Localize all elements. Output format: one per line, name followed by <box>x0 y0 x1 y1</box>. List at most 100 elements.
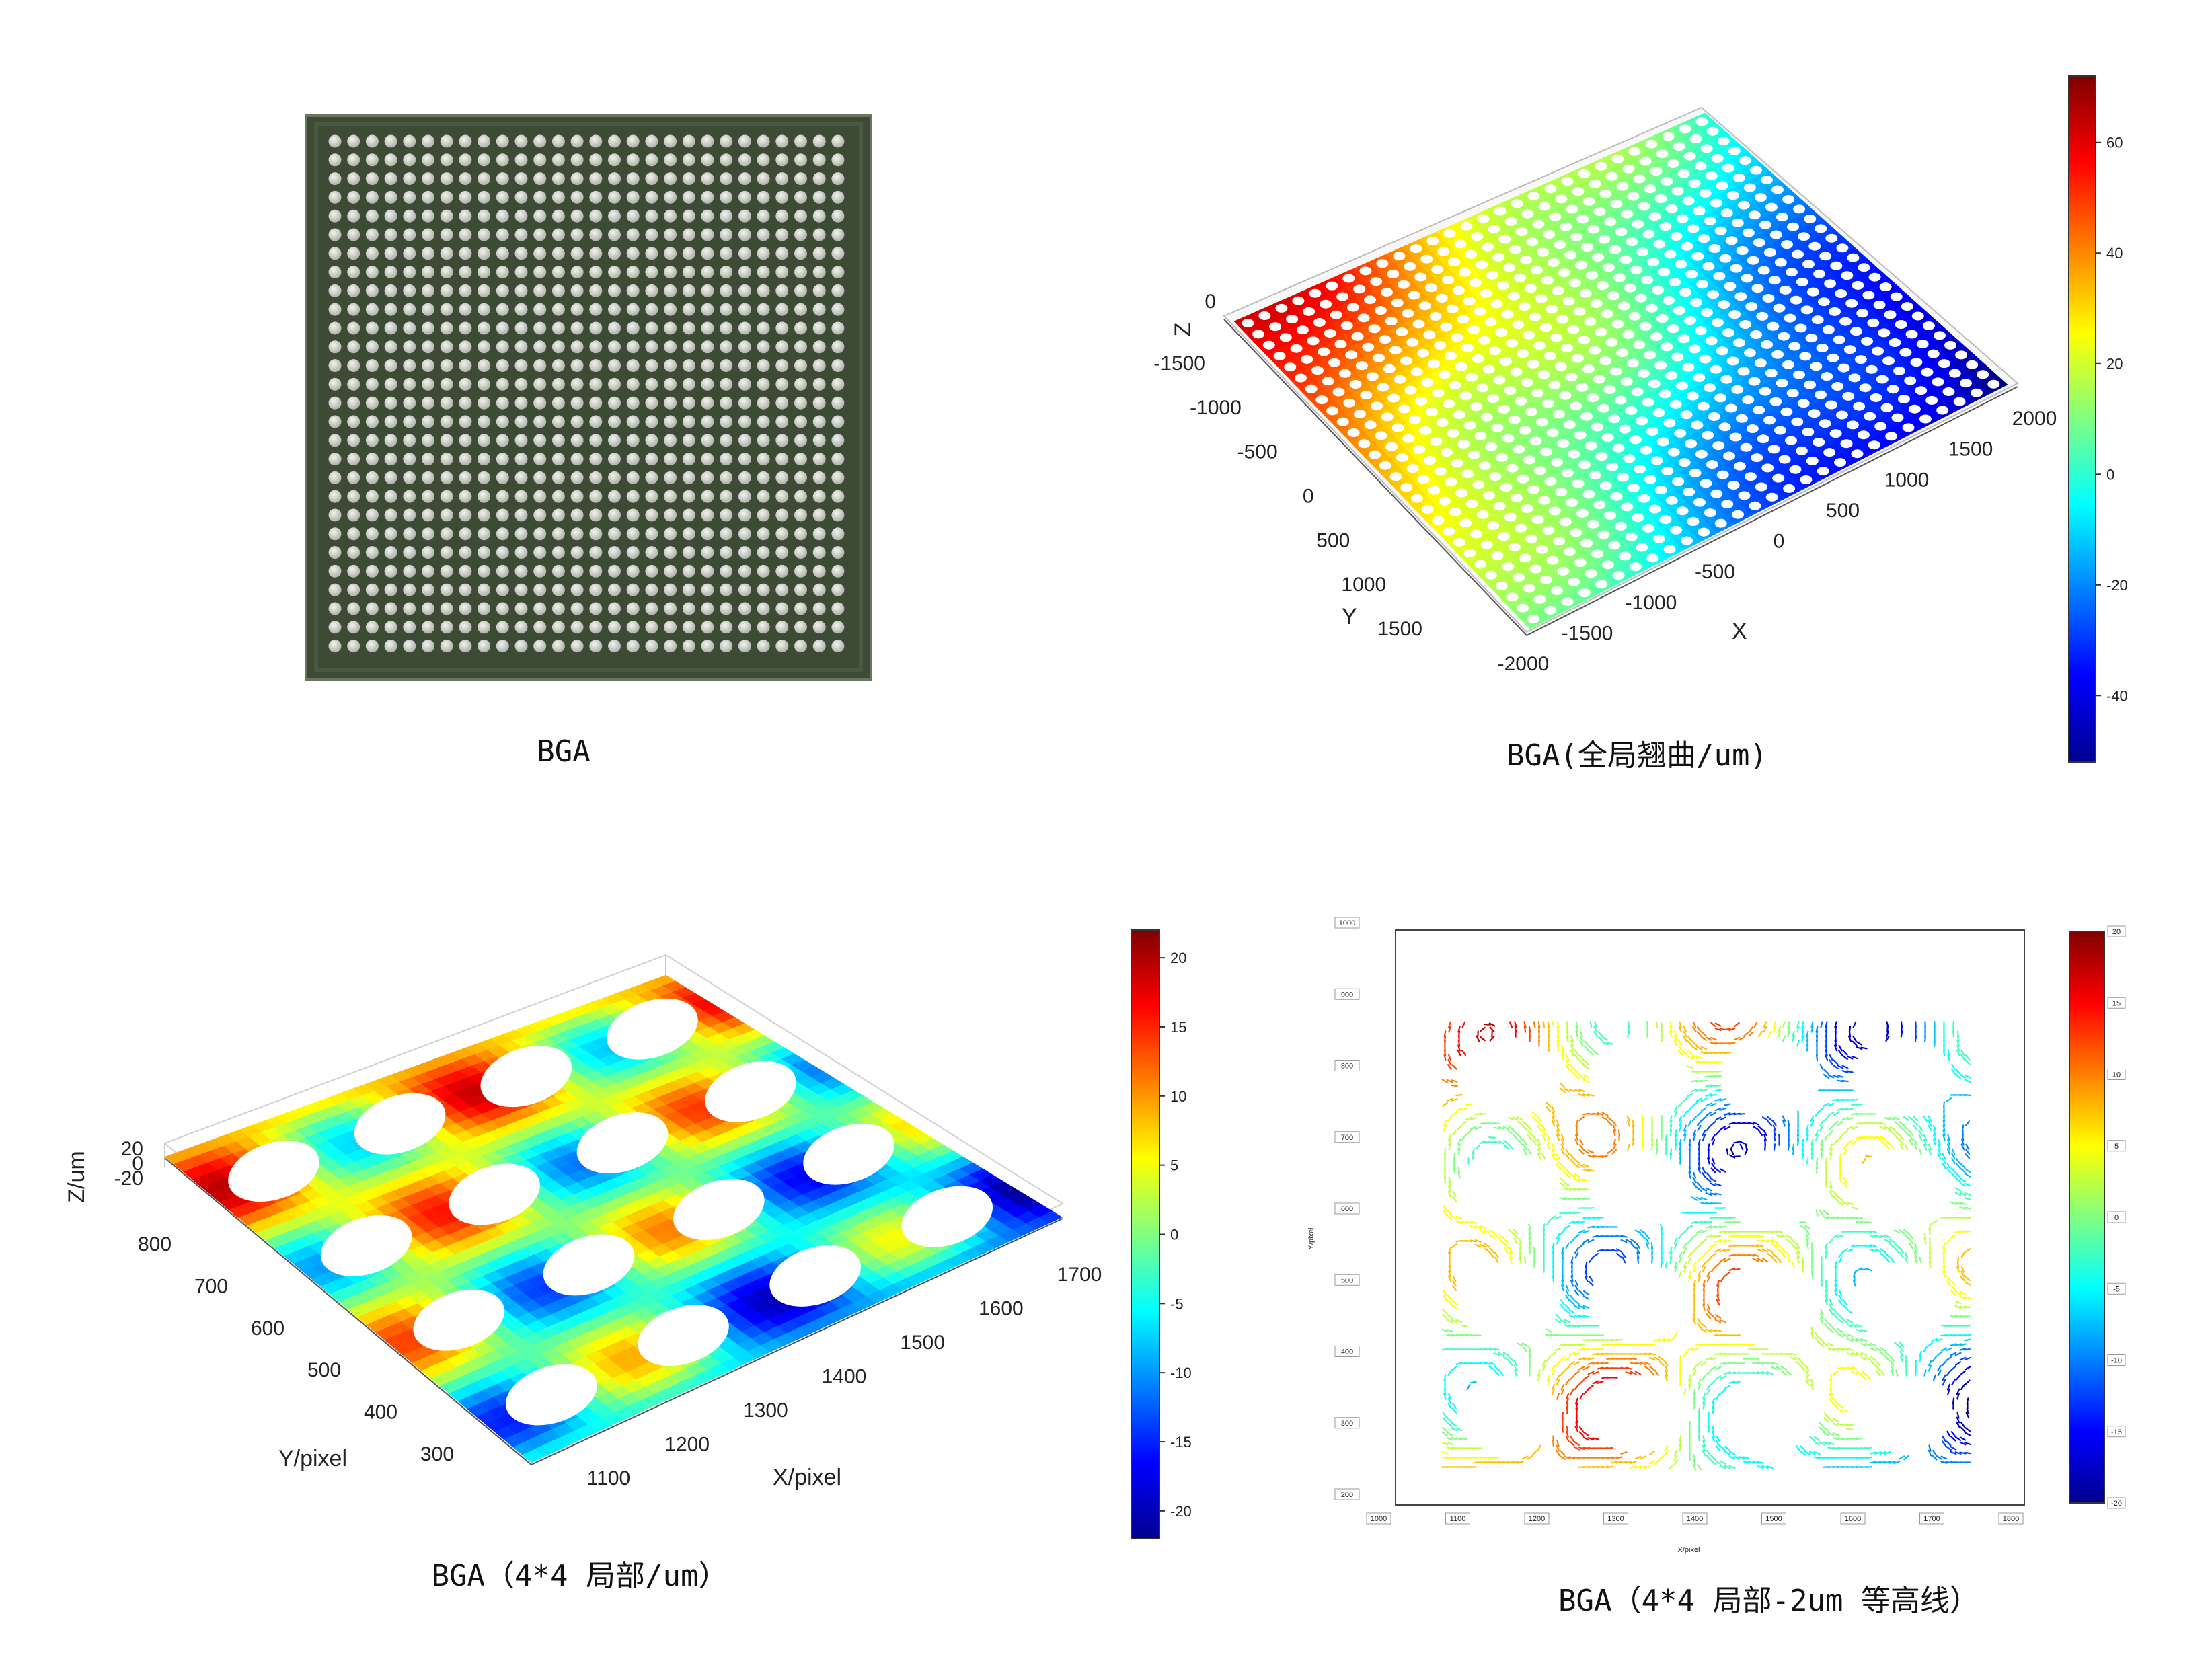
ball-void <box>1636 416 1648 426</box>
ball-void <box>1753 406 1765 415</box>
solder-ball <box>738 247 751 260</box>
ball-void <box>1336 417 1349 426</box>
solder-ball <box>403 228 416 241</box>
ball-void <box>1636 247 1649 257</box>
solder-ball <box>738 564 751 578</box>
solder-ball <box>608 508 621 522</box>
ball-void <box>1523 455 1535 465</box>
solder-ball <box>626 415 640 428</box>
solder-ball <box>626 190 640 204</box>
ball-void <box>1645 139 1658 149</box>
ball-void <box>1585 441 1597 451</box>
solder-ball <box>403 453 416 466</box>
panel-local-surface: 1100120013001400150016001700300400500600… <box>64 929 1192 1593</box>
solder-ball <box>738 228 751 241</box>
ball-void <box>1375 431 1387 440</box>
solder-ball <box>514 340 528 354</box>
solder-ball <box>347 583 360 596</box>
solder-ball <box>664 134 677 148</box>
ball-void <box>1746 424 1759 433</box>
ball-void <box>1438 370 1451 379</box>
ball-void <box>1641 275 1653 284</box>
ball-void <box>1650 167 1663 176</box>
solder-ball <box>496 564 509 578</box>
solder-ball <box>794 228 807 241</box>
solder-ball <box>831 359 845 373</box>
ball-void <box>1603 263 1615 272</box>
ball-void <box>1612 443 1625 453</box>
ball-void <box>1570 528 1582 537</box>
solder-ball <box>608 396 621 410</box>
solder-ball <box>645 359 658 373</box>
solder-ball <box>664 490 677 503</box>
solder-ball <box>812 190 826 204</box>
solder-ball <box>682 602 695 615</box>
solder-ball <box>570 508 584 522</box>
solder-ball <box>403 172 416 186</box>
solder-ball <box>328 359 342 373</box>
ball-void <box>1366 372 1379 381</box>
ball-void <box>1556 315 1569 324</box>
solder-ball <box>478 527 491 541</box>
ball-void <box>1443 527 1455 536</box>
ball-void <box>1794 323 1807 333</box>
ball-void <box>1779 285 1792 295</box>
solder-ball <box>589 621 603 634</box>
solder-ball <box>403 583 416 596</box>
z-tick-local-1: 0 <box>132 1153 143 1175</box>
solder-ball <box>365 396 379 410</box>
ball-void <box>1342 274 1355 283</box>
solder-ball <box>682 359 695 373</box>
solder-ball <box>551 527 565 541</box>
ball-void <box>1644 350 1656 360</box>
solder-ball <box>440 396 453 410</box>
solder-ball <box>422 359 434 373</box>
solder-ball <box>514 303 528 316</box>
x-tick-contour-2: 1200 <box>1529 1515 1545 1523</box>
ball-void <box>1652 285 1664 295</box>
ball-void <box>1513 273 1526 282</box>
solder-ball <box>365 453 379 466</box>
ball-void <box>1373 353 1385 362</box>
ball-void <box>1679 124 1691 134</box>
ball-void <box>1417 348 1429 358</box>
colorbar-local-tick-7: -15 <box>1170 1434 1192 1451</box>
ball-void <box>1591 422 1603 432</box>
ball-void <box>1665 371 1677 380</box>
ball-void <box>1867 318 1880 327</box>
ball-void <box>1465 373 1478 382</box>
ball-void <box>1574 430 1587 440</box>
solder-ball <box>626 564 640 578</box>
ball-void <box>1631 387 1644 397</box>
ball-void <box>1910 358 1923 367</box>
solder-ball <box>347 621 360 634</box>
solder-ball <box>701 284 714 297</box>
solder-ball <box>478 266 491 279</box>
solder-ball <box>328 321 342 335</box>
solder-ball <box>459 303 472 316</box>
solder-ball <box>384 471 397 484</box>
solder-ball <box>440 453 453 466</box>
solder-ball <box>812 321 826 335</box>
ball-void <box>1488 346 1501 356</box>
ball-void <box>1368 324 1381 334</box>
solder-ball <box>384 377 397 391</box>
solder-ball <box>347 303 360 316</box>
solder-ball <box>831 546 845 560</box>
ball-void <box>1561 177 1574 186</box>
solder-ball <box>440 490 453 503</box>
ball-void <box>1848 373 1861 383</box>
ball-void <box>1607 291 1619 301</box>
solder-ball <box>720 209 733 223</box>
ball-void <box>1811 315 1824 325</box>
solder-ball <box>478 303 491 316</box>
ball-void <box>1936 406 1949 415</box>
solder-ball <box>738 209 751 223</box>
ball-void <box>1601 560 1614 570</box>
ball-void <box>1463 420 1476 430</box>
solder-ball <box>831 434 845 447</box>
ball-void <box>1654 486 1667 495</box>
ball-void <box>1364 420 1377 430</box>
solder-ball <box>831 284 845 297</box>
ball-void <box>1483 491 1495 500</box>
